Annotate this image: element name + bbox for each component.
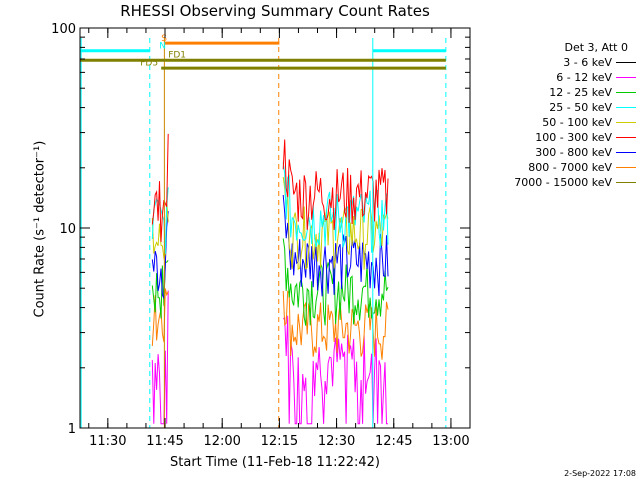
x-axis-label: Start Time (11-Feb-18 11:22:42) [170,455,380,470]
legend-item-6: 300 - 800 keV [488,145,638,160]
legend-swatch [616,107,636,108]
legend-item-1: 6 - 12 keV [488,70,638,85]
legend-swatch [616,167,636,168]
y-tick-label-1: 10 [59,222,76,237]
y-tick-label-2: 100 [51,22,76,37]
legend-item-2: 12 - 25 keV [488,85,638,100]
x-tick-label-1: 11:45 [146,434,183,449]
legend-label: 6 - 12 keV [556,71,612,84]
flag-label-0: S [161,34,167,44]
y-tick-label-0: 1 [68,422,76,437]
legend-label: 25 - 50 keV [549,101,612,114]
legend-swatch [616,122,636,123]
x-tick-label-4: 12:30 [318,434,355,449]
series-trace-6_12keV-seg0 [151,290,169,425]
legend-title: Det 3, Att 0 [564,41,629,54]
plot-frame [79,27,471,429]
series-trace-100_300keV-seg0 [151,133,169,243]
legend-item-8: 7000 - 15000 keV [488,175,638,190]
legend-swatch [616,62,636,63]
legend-swatch [616,137,636,138]
chart-title: RHESSI Observing Summary Count Rates [120,2,430,20]
legend-item-3: 25 - 50 keV [488,100,638,115]
legend-label: 800 - 7000 keV [528,161,612,174]
series-trace-25_50keV-seg1 [282,162,389,253]
x-tick-label-6: 13:00 [432,434,469,449]
legend-label: 7000 - 15000 keV [514,176,612,189]
flag-label-1: N [159,41,166,51]
flag-label-2: FD1 [168,51,186,61]
x-tick-label-2: 12:00 [203,434,240,449]
legend-item-5: 100 - 300 keV [488,130,638,145]
flag-label-3: FD5 [140,58,158,68]
axes: 1 10 100 11:30 11:45 12:00 12:15 12:30 12:45 13:0… [51,22,471,449]
date-stamp: 2-Sep-2022 17:08 [564,469,636,478]
x-tick-label-0: 11:30 [89,434,126,449]
y-axis-label: Count Rate (s⁻¹ detector⁻¹) [32,140,48,318]
series-trace-800_7000keV-seg0 [151,288,169,347]
legend-swatch [616,182,636,183]
legend-swatch [616,152,636,153]
legend-swatch [616,92,636,93]
legend-label: 12 - 25 keV [549,86,612,99]
x-tick-label-3: 12:15 [261,434,298,449]
legend-item-7: 800 - 7000 keV [488,160,638,175]
legend-item-4: 50 - 100 keV [488,115,638,130]
legend-label: 50 - 100 keV [542,116,612,129]
legend-label: 100 - 300 keV [535,131,612,144]
series-trace-300_800keV-seg0 [151,211,169,299]
legend-label: 300 - 800 keV [535,146,612,159]
legend: Det 3, Att 0 3 - 6 keV 6 - 12 keV 12 - 25 … [488,40,638,190]
legend-label: 3 - 6 keV [563,56,612,69]
legend-item-0: 3 - 6 keV [488,55,638,70]
x-tick-label-5: 12:45 [375,434,412,449]
series-trace-6_12keV-seg1 [282,315,388,425]
series-trace-100_300keV-seg1 [282,139,389,230]
series-trace-300_800keV-seg1 [282,194,389,297]
legend-swatch [616,77,636,78]
